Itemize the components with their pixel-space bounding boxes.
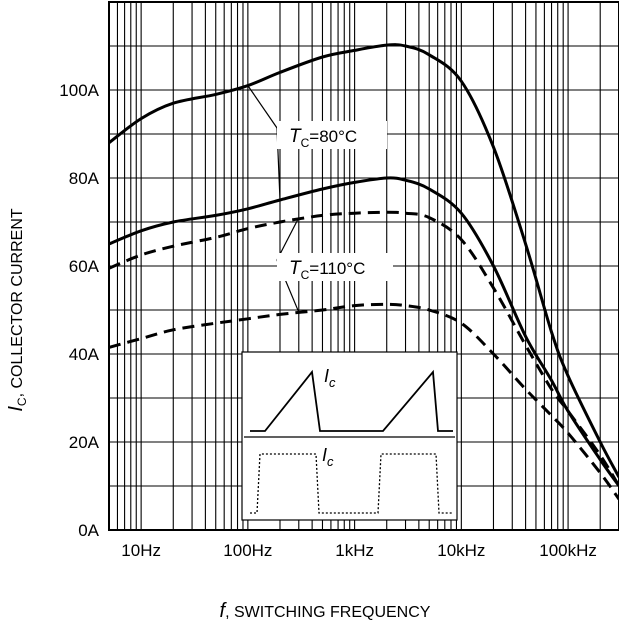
annotation-box [277, 121, 387, 149]
inset-top-label: Ic [324, 366, 336, 390]
x-tick-label: 100Hz [223, 541, 272, 560]
x-axis-title-symbol: f [220, 600, 228, 622]
x-axis-title: f, SWITCHING FREQUENCY [220, 600, 431, 622]
annotation-leader-line [276, 217, 300, 261]
y-axis-title: IC, COLLECTOR CURRENT [5, 208, 29, 412]
x-tick-label: 100kHz [539, 541, 597, 560]
annotation-box [277, 253, 393, 281]
y-axis-title-subscript: C [15, 397, 29, 406]
annotation-label: TC=80°C [289, 126, 357, 150]
y-tick-label: 60A [69, 257, 100, 276]
series-line-1 [109, 43, 619, 478]
x-tick-label: 10Hz [121, 541, 161, 560]
y-axis-title-symbol: I [5, 406, 27, 412]
y-tick-label: 100A [59, 81, 99, 100]
waveform-inset: Ic Ic [241, 351, 458, 521]
x-tick-label: 10kHz [437, 541, 485, 560]
y-tick-label: 0A [78, 521, 99, 540]
annotation-label: TC=110°C [289, 258, 365, 282]
y-tick-label: 40A [69, 345, 100, 364]
series-line-2 [109, 176, 619, 487]
inset-current-waveform [250, 369, 453, 432]
plot-frame [108, 1, 619, 531]
series-line-3 [109, 210, 619, 487]
inset-pulse-waveform [250, 453, 453, 514]
y-tick-label: 20A [69, 433, 100, 452]
annotation-leader-line [247, 85, 278, 129]
series-lines [109, 43, 619, 501]
x-tick-label: 1kHz [335, 541, 374, 560]
annotations: TC=80°C TC=110°C [247, 85, 393, 313]
y-axis-title-text: , COLLECTOR CURRENT [9, 208, 26, 397]
x-axis-title-text: , SWITCHING FREQUENCY [225, 604, 431, 621]
tick-labels: 10Hz 100Hz 1kHz 10kHz 100kHz 0A 20A 40A 60A 80A 10… [59, 81, 597, 560]
series-line-4 [109, 302, 619, 501]
y-tick-label: 80A [69, 169, 100, 188]
inset-bottom-label: Ic [322, 445, 334, 469]
inset-frame [241, 351, 458, 521]
